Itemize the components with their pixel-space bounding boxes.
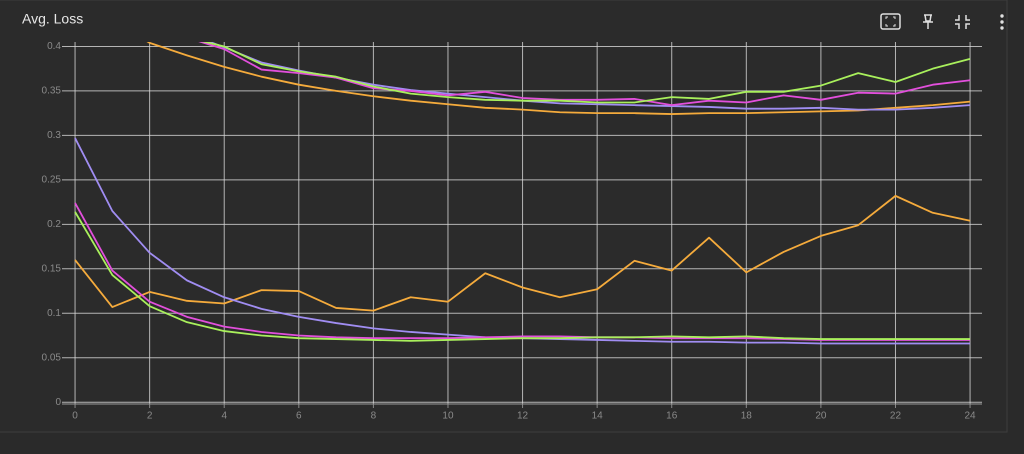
x-tick-label: 14 bbox=[592, 411, 604, 422]
series-line bbox=[146, 42, 971, 115]
x-tick-label: 24 bbox=[965, 411, 977, 422]
y-tick-label: 0.35 bbox=[42, 86, 62, 97]
x-tick-label: 18 bbox=[741, 411, 753, 422]
x-tick-label: 4 bbox=[221, 411, 227, 422]
x-tick-label: 6 bbox=[296, 411, 302, 422]
y-tick-label: 0.4 bbox=[47, 41, 61, 52]
card bbox=[0, 0, 1008, 433]
y-tick-label: 0.05 bbox=[42, 352, 62, 363]
pin-button[interactable] bbox=[923, 14, 933, 29]
series-line bbox=[201, 42, 971, 104]
series-line bbox=[74, 211, 971, 342]
x-tick-label: 10 bbox=[442, 411, 454, 422]
y-tick-label: 0.1 bbox=[47, 308, 61, 319]
x-tick-label: 0 bbox=[72, 411, 78, 422]
y-tick-label: 0.3 bbox=[47, 130, 61, 141]
y-tick-label: 0 bbox=[55, 397, 61, 408]
fit-button[interactable] bbox=[880, 13, 901, 30]
x-tick-label: 22 bbox=[890, 411, 902, 422]
collapse-button[interactable] bbox=[955, 15, 970, 29]
plot-area bbox=[74, 42, 971, 345]
x-tick-label: 8 bbox=[371, 411, 377, 422]
x-tick-label: 2 bbox=[147, 411, 153, 422]
series-line bbox=[198, 42, 971, 107]
more-button[interactable] bbox=[1000, 14, 1004, 30]
x-tick-label: 20 bbox=[815, 411, 827, 422]
y-tick-label: 0.2 bbox=[47, 219, 61, 230]
toolbar bbox=[880, 13, 1004, 30]
y-tick-label: 0.15 bbox=[42, 263, 62, 274]
chart-title: Avg. Loss bbox=[22, 11, 83, 27]
x-tick-label: 12 bbox=[517, 411, 529, 422]
x-tick-label: 16 bbox=[666, 411, 678, 422]
y-tick-label: 0.25 bbox=[42, 175, 62, 186]
series-line bbox=[74, 194, 971, 312]
